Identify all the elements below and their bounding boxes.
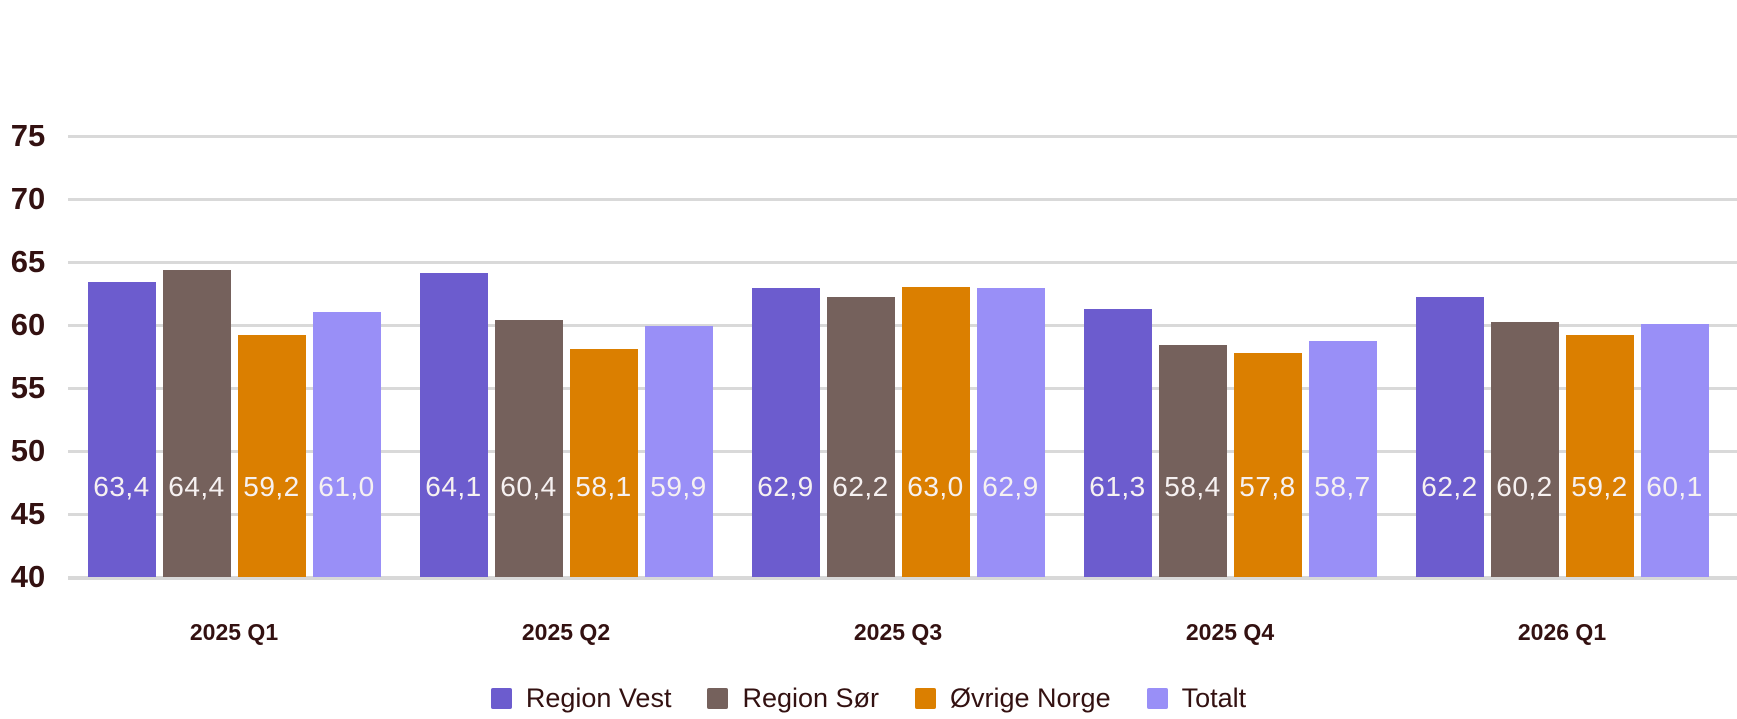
legend-swatch-totalt (1146, 687, 1168, 709)
legend-swatch-region-vest (490, 687, 512, 709)
bar-region-vest-2025-q4[interactable] (1083, 308, 1152, 577)
bar-region-s-r-2025-q1[interactable] (162, 269, 231, 577)
bar-region-s-r-2025-q2[interactable] (494, 319, 563, 577)
bar-region-vest-2025-q2[interactable] (419, 273, 488, 577)
legend: Region Vest Region Sør Øvrige Norge Totalt (0, 682, 1737, 714)
legend-item-region-s-r[interactable]: Region Sør (707, 682, 879, 714)
bar-vrige-norge-2025-q2[interactable] (569, 348, 638, 577)
y-tick-label-45: 45 (10, 496, 46, 531)
gridline-65 (68, 261, 1737, 264)
gridline-40 (68, 576, 1737, 580)
bar-vrige-norge-2025-q4[interactable] (1233, 352, 1302, 577)
bar-value-vrige-norge-2025-q2: 58,1 (575, 471, 632, 502)
bar-totalt-2026-q1[interactable] (1640, 323, 1709, 577)
y-tick-label-60: 60 (10, 307, 46, 342)
bar-value-region-vest-2026-q1: 62,2 (1421, 471, 1478, 502)
bar-region-s-r-2025-q3[interactable] (826, 297, 895, 577)
bar-region-vest-2025-q1[interactable] (87, 282, 156, 577)
gridline-75 (68, 135, 1737, 138)
bar-value-totalt-2025-q1: 61,0 (318, 471, 375, 502)
bar-region-s-r-2026-q1[interactable] (1490, 322, 1559, 577)
bar-value-vrige-norge-2025-q3: 63,0 (907, 471, 964, 502)
y-tick-label-65: 65 (10, 244, 46, 279)
bar-totalt-2025-q4[interactable] (1308, 341, 1377, 577)
x-tick-label-2026-q1: 2026 Q1 (1517, 619, 1607, 645)
bar-vrige-norge-2025-q3[interactable] (901, 287, 970, 577)
bar-region-vest-2025-q3[interactable] (751, 288, 820, 577)
bar-value-region-s-r-2025-q3: 62,2 (832, 471, 889, 502)
bar-value-region-vest-2025-q2: 64,1 (425, 471, 482, 502)
bar-value-region-s-r-2025-q1: 64,4 (168, 471, 225, 502)
bar-value-totalt-2025-q2: 59,9 (650, 471, 707, 502)
x-tick-label-2025-q4: 2025 Q4 (1185, 619, 1275, 645)
y-tick-label-75: 75 (10, 118, 46, 153)
x-tick-label-2025-q1: 2025 Q1 (189, 619, 279, 645)
bar-value-totalt-2026-q1: 60,1 (1646, 471, 1703, 502)
y-tick-label-70: 70 (10, 181, 46, 216)
bar-value-vrige-norge-2026-q1: 59,2 (1571, 471, 1628, 502)
bar-totalt-2025-q1[interactable] (312, 312, 381, 577)
bar-value-vrige-norge-2025-q4: 57,8 (1239, 471, 1296, 502)
legend-item-region-vest[interactable]: Region Vest (490, 682, 672, 714)
legend-swatch-region-s-r (707, 687, 729, 709)
legend-label-region-vest: Region Vest (525, 683, 672, 713)
bar-region-vest-2026-q1[interactable] (1415, 297, 1484, 577)
bar-value-region-s-r-2025-q4: 58,4 (1164, 471, 1221, 502)
bar-totalt-2025-q3[interactable] (976, 288, 1045, 577)
bar-value-region-s-r-2025-q2: 60,4 (500, 471, 557, 502)
y-tick-label-40: 40 (10, 559, 46, 594)
bar-value-totalt-2025-q4: 58,7 (1314, 471, 1371, 502)
y-tick-label-55: 55 (10, 370, 46, 405)
bar-value-totalt-2025-q3: 62,9 (982, 471, 1039, 502)
bar-region-s-r-2025-q4[interactable] (1158, 345, 1227, 577)
legend-label-vrige-norge: Øvrige Norge (950, 683, 1111, 713)
bar-value-region-s-r-2026-q1: 60,2 (1496, 471, 1553, 502)
bar-vrige-norge-2025-q1[interactable] (237, 335, 306, 577)
gridline-70 (68, 198, 1737, 201)
y-tick-label-50: 50 (10, 433, 46, 468)
legend-item-totalt[interactable]: Totalt (1146, 682, 1247, 714)
bar-value-vrige-norge-2025-q1: 59,2 (243, 471, 300, 502)
bar-value-region-vest-2025-q1: 63,4 (93, 471, 150, 502)
legend-item-vrige-norge[interactable]: Øvrige Norge (915, 682, 1111, 714)
legend-swatch-vrige-norge (915, 687, 937, 709)
bar-value-region-vest-2025-q4: 61,3 (1089, 471, 1146, 502)
x-tick-label-2025-q3: 2025 Q3 (853, 619, 943, 645)
legend-label-totalt: Totalt (1181, 683, 1247, 713)
bar-totalt-2025-q2[interactable] (644, 326, 713, 577)
legend-label-region-s-r: Region Sør (742, 683, 880, 713)
bar-value-region-vest-2025-q3: 62,9 (757, 471, 814, 502)
bar-vrige-norge-2026-q1[interactable] (1565, 335, 1634, 577)
x-tick-label-2025-q2: 2025 Q2 (521, 619, 611, 645)
